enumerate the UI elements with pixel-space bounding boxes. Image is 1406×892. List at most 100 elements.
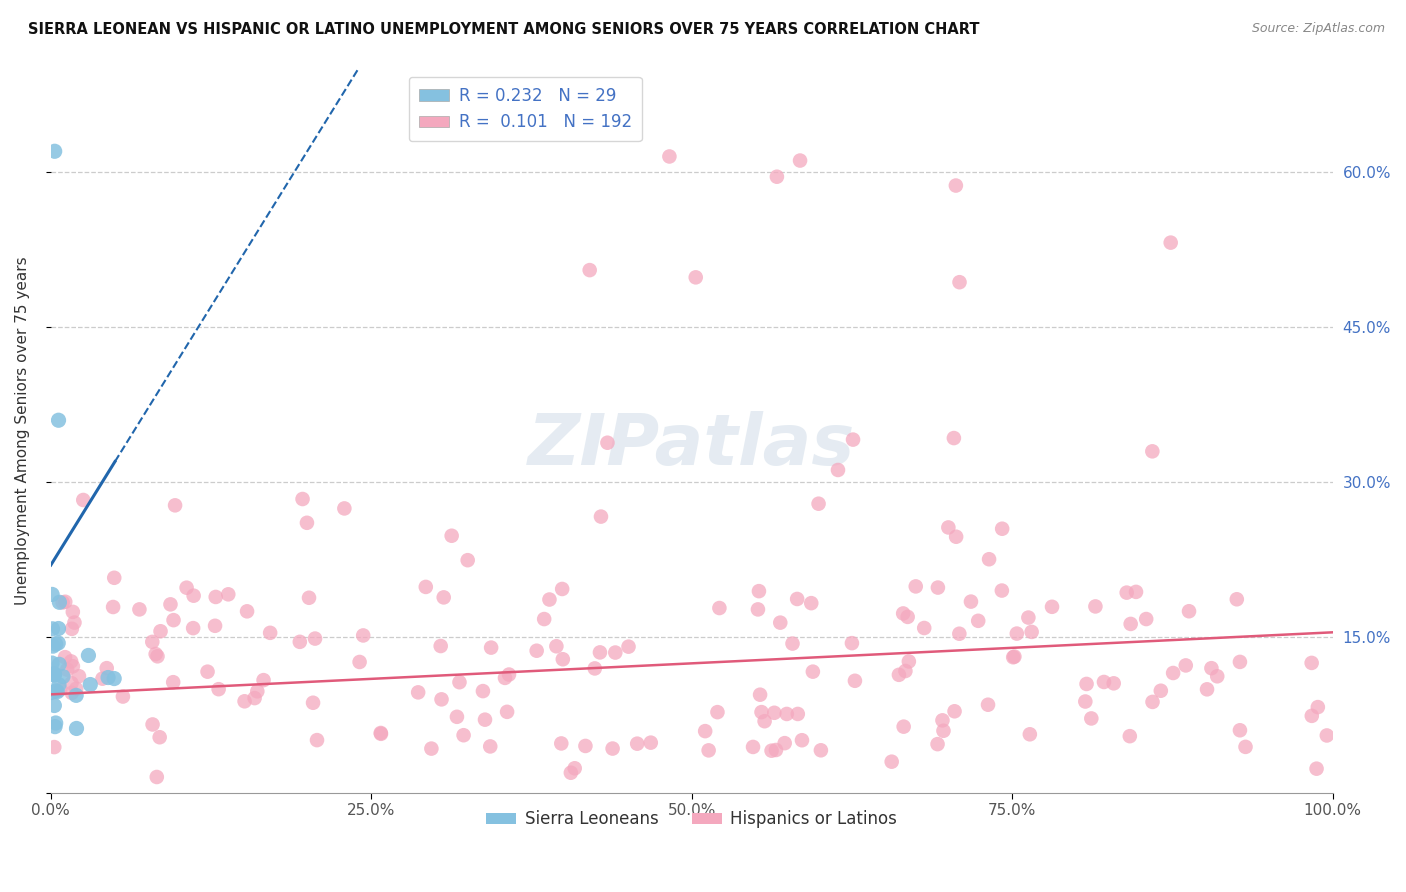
Point	[801, 665, 824, 679]
Point	[291, 491, 314, 506]
Point	[415, 580, 437, 594]
Point	[945, 530, 967, 544]
Point	[298, 591, 321, 605]
Point	[1178, 604, 1201, 618]
Point	[252, 673, 274, 687]
Point	[42, 667, 65, 681]
Point	[406, 685, 429, 699]
Point	[72, 493, 94, 508]
Point	[471, 684, 494, 698]
Point	[56, 663, 79, 677]
Point	[111, 690, 134, 704]
Point	[44, 145, 66, 159]
Point	[1119, 616, 1142, 631]
Point	[1125, 585, 1147, 599]
Point	[457, 553, 479, 567]
Point	[991, 522, 1014, 536]
Point	[709, 601, 731, 615]
Point	[305, 733, 328, 747]
Point	[931, 714, 953, 728]
Point	[46, 684, 69, 698]
Point	[782, 636, 804, 650]
Point	[288, 635, 311, 649]
Point	[583, 661, 606, 675]
Point	[49, 682, 72, 697]
Point	[948, 626, 970, 640]
Point	[1018, 727, 1040, 741]
Point	[494, 671, 516, 685]
Point	[1301, 656, 1323, 670]
Point	[128, 602, 150, 616]
Point	[1021, 624, 1043, 639]
Point	[967, 614, 990, 628]
Point	[181, 621, 204, 635]
Point	[67, 669, 90, 683]
Point	[41, 622, 63, 636]
Point	[42, 667, 65, 681]
Point	[763, 706, 786, 720]
Point	[217, 587, 239, 601]
Point	[810, 743, 832, 757]
Point	[1005, 626, 1028, 640]
Point	[103, 672, 125, 686]
Point	[761, 744, 783, 758]
Point	[1142, 695, 1164, 709]
Point	[453, 728, 475, 742]
Point	[41, 685, 63, 699]
Point	[1074, 694, 1097, 708]
Point	[53, 650, 76, 665]
Point	[420, 741, 443, 756]
Point	[706, 705, 728, 719]
Point	[45, 683, 67, 698]
Point	[749, 688, 772, 702]
Point	[1040, 599, 1063, 614]
Point	[77, 648, 100, 663]
Point	[887, 668, 910, 682]
Point	[60, 654, 83, 668]
Point	[533, 612, 555, 626]
Point	[233, 694, 256, 708]
Point	[578, 263, 600, 277]
Point	[62, 659, 84, 673]
Point	[165, 499, 187, 513]
Point	[498, 667, 520, 681]
Point	[141, 635, 163, 649]
Point	[1301, 709, 1323, 723]
Point	[176, 581, 198, 595]
Point	[48, 413, 70, 427]
Point	[183, 589, 205, 603]
Point	[560, 765, 582, 780]
Point	[1201, 661, 1223, 675]
Point	[142, 717, 165, 731]
Point	[204, 619, 226, 633]
Point	[42, 639, 65, 653]
Point	[63, 615, 86, 630]
Point	[65, 722, 87, 736]
Point	[942, 431, 965, 445]
Point	[52, 595, 75, 609]
Point	[44, 740, 66, 755]
Point	[446, 710, 468, 724]
Point	[44, 668, 66, 682]
Point	[236, 604, 259, 618]
Point	[48, 678, 70, 692]
Point	[53, 595, 76, 609]
Text: SIERRA LEONEAN VS HISPANIC OR LATINO UNEMPLOYMENT AMONG SENIORS OVER 75 YEARS CO: SIERRA LEONEAN VS HISPANIC OR LATINO UNE…	[28, 22, 980, 37]
Point	[841, 636, 863, 650]
Point	[695, 724, 717, 739]
Point	[333, 501, 356, 516]
Point	[596, 435, 619, 450]
Point	[912, 621, 935, 635]
Point	[1229, 655, 1251, 669]
Point	[827, 463, 849, 477]
Point	[1161, 665, 1184, 680]
Point	[1002, 649, 1025, 664]
Point	[496, 705, 519, 719]
Point	[1135, 612, 1157, 626]
Point	[149, 624, 172, 639]
Point	[1316, 729, 1339, 743]
Point	[97, 671, 120, 685]
Point	[46, 636, 69, 650]
Text: Source: ZipAtlas.com: Source: ZipAtlas.com	[1251, 22, 1385, 36]
Point	[370, 726, 392, 740]
